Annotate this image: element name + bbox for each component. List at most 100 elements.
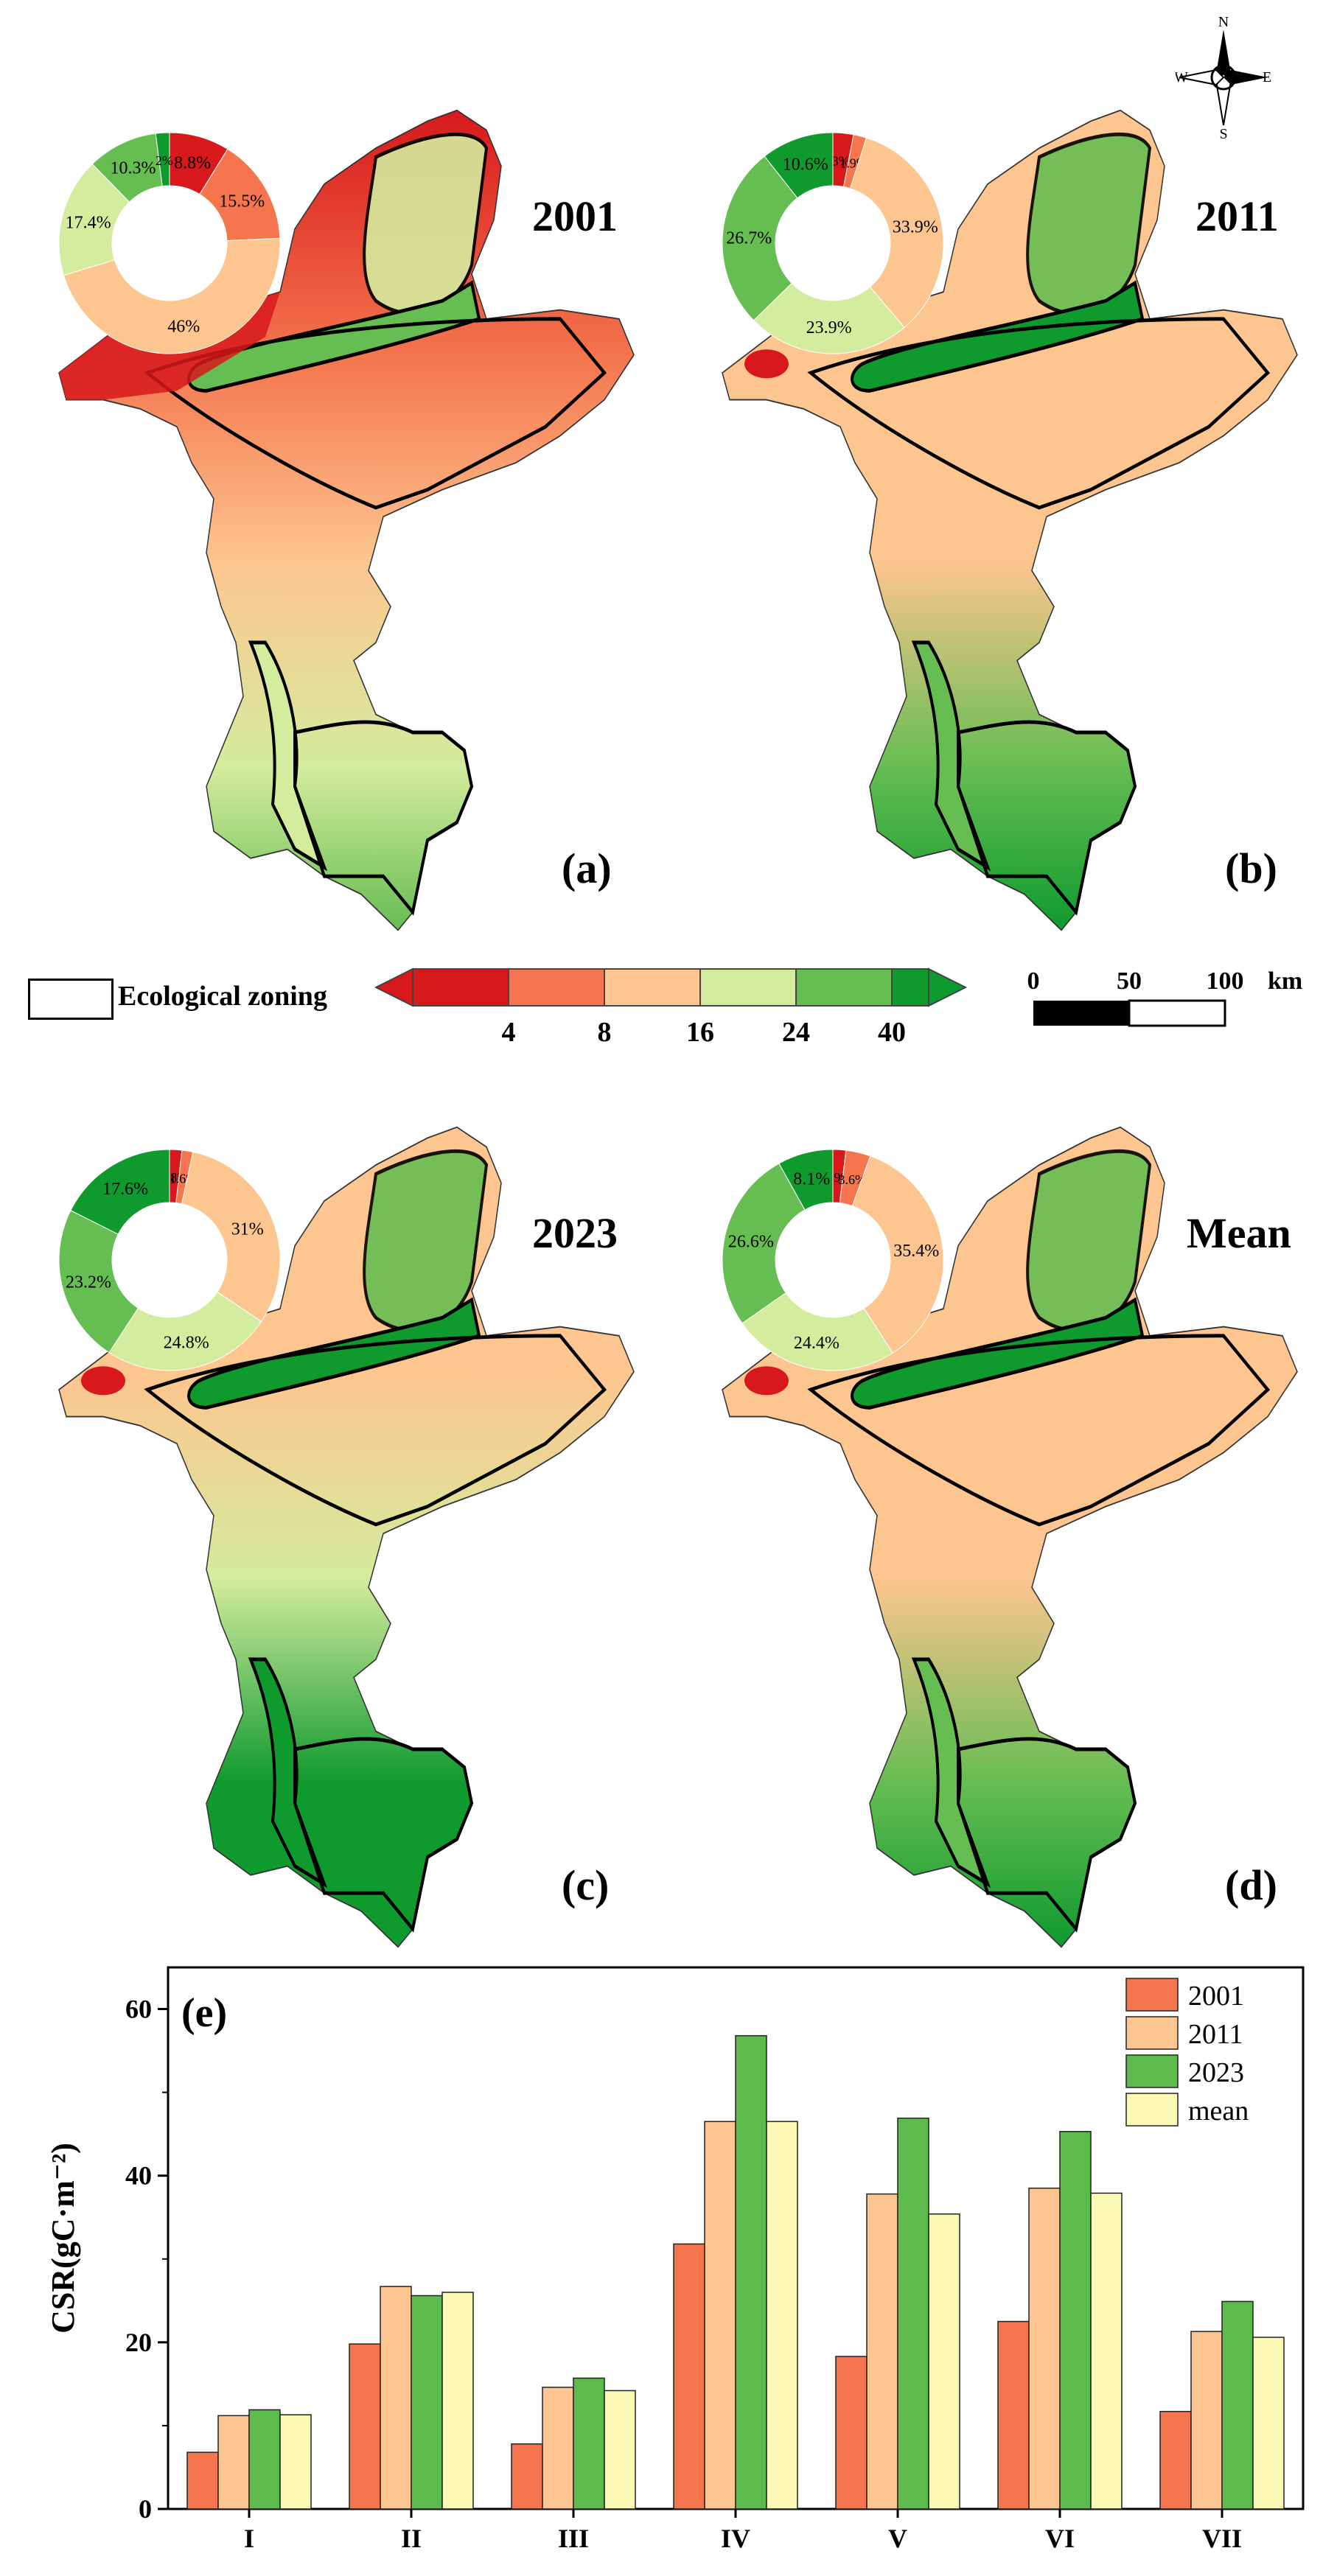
donut-slice-label: 24.8% [164,1334,209,1353]
x-tick-label: I [244,2524,254,2553]
map-panel-a: 2001 (a) 8.8% 15.5% 46% 17.4% 10.3% 2% [0,44,660,951]
legend-label: mean [1188,2096,1249,2127]
region-map [722,109,1298,931]
donut-slice [155,132,170,187]
bar-2011-II [380,2286,412,2510]
x-tick-label: VI [1045,2524,1075,2553]
bar-mean-III [604,2390,636,2510]
scale-50: 50 [1117,967,1142,995]
scale-0: 0 [1027,967,1040,995]
donut-slice-label: 23.9% [806,318,852,337]
year-label: 2001 [532,192,618,240]
year-label: 2023 [532,1209,618,1257]
zoning-swatch [28,979,114,1020]
bar-2023-IV [735,2034,767,2510]
break-4: 4 [502,1017,516,1048]
donut-slice-label: 8.8% [174,153,211,172]
break-16: 16 [686,1017,714,1048]
donut-slice-label: 15.5% [219,192,265,211]
donut-slice-label: 24.4% [794,1334,839,1353]
year-label: Mean [1187,1209,1291,1257]
bar-2023-VII [1221,2300,1254,2510]
panel-label: (b) [1225,844,1277,892]
bar-2023-I [248,2409,281,2510]
y-tick-label: 40 [125,2161,152,2191]
y-tick-label: 0 [139,2494,152,2524]
bar-2023-III [573,2377,605,2510]
map-panel-b: 2011 (b) 3% 1.9% 33.9% 23.9% 26.7% 10.6% [663,44,1323,951]
bar-mean-II [441,2292,474,2510]
x-tick-label: VII [1202,2524,1242,2553]
break-8: 8 [598,1017,612,1048]
panel-label: (a) [562,844,612,892]
map-panel-c: 2023 (c) 1.8% 1.6% 31% 24.8% 23.2% 17.6% [0,1061,660,1967]
bar-2001-VI [997,2320,1030,2510]
x-tick-label: II [401,2524,422,2553]
donut-slice [63,237,281,354]
break-24: 24 [782,1017,810,1048]
bar-2011-I [217,2415,250,2510]
x-tick-label: V [888,2524,907,2553]
bar-mean-V [928,2213,960,2510]
scale-bar: 0 50 100 km [1027,967,1302,1027]
donut-slice [58,1210,139,1354]
x-tick-label: IV [721,2524,750,2553]
bar-2001-IV [673,2243,705,2510]
bar-2023-VI [1059,2131,1092,2510]
region-map [722,1126,1298,1948]
donut-slice-label: 3% [832,154,850,169]
donut-slice [764,132,834,199]
region-map [58,1126,635,1948]
compass-n: N [1218,15,1229,30]
donut-slice-label: 10.3% [110,158,156,178]
donut-slice [181,1151,281,1323]
bar-2011-IV [704,2121,736,2510]
donut-slice-label: 46% [167,317,200,336]
legend-swatch [1125,1978,1179,2012]
bar-2001-III [511,2443,543,2510]
bar-2023-V [897,2117,929,2510]
bar-mean-IV [766,2121,798,2510]
legend-row: Ecological zoning 4 8 16 24 40 0 50 100 … [0,958,1323,1054]
donut-slice-label: 2% [156,153,173,168]
donut-chart: 1.8%1.6%31%24.8%23.2%17.6% [58,1149,281,1371]
x-tick-label: III [558,2524,589,2553]
donut-slice [851,1155,944,1354]
donut-slice-label: 31% [231,1219,264,1239]
scale-unit: km [1268,967,1302,995]
zoning-label: Ecological zoning [118,981,327,1012]
donut-slice [850,137,944,329]
bar-2011-III [542,2387,574,2510]
donut-slice-label: 35.4% [893,1242,939,1261]
donut-slice-label: 8.1% [793,1170,830,1189]
donut-slice-label: 17.6% [102,1180,148,1199]
legend-label: 2023 [1188,2057,1244,2088]
year-label: 2011 [1195,192,1279,240]
bar-chart-panel: 0 20 40 60 CSR(gC·m⁻²) (e) I II III IV V VI VII 2001 2… [0,1945,1323,2572]
donut-slice-label: 26.7% [726,228,772,248]
bar-mean-I [279,2414,312,2510]
donut-slice [70,1149,170,1235]
legend-label: 2011 [1188,2019,1243,2050]
panel-label: (d) [1225,1861,1277,1909]
y-axis-label: CSR(gC·m⁻²) [45,2143,81,2334]
donut-slice [722,1163,806,1324]
compass-s: S [1219,126,1227,140]
donut-slice-label: 17.4% [66,214,111,233]
bar-2011-V [866,2193,898,2510]
donut-slice [58,163,130,276]
bar-2001-V [835,2356,868,2510]
donut-slice-label: 26.6% [728,1232,774,1251]
chart-panel-label: (e) [181,1990,227,2036]
y-tick-label: 20 [125,2328,152,2357]
bar-2001-II [349,2343,381,2510]
donut-slice [722,155,798,321]
donut-slice [741,1292,893,1371]
color-ramp: 4 8 16 24 40 [374,967,968,1048]
donut-slice-label: 3.6% [839,1172,867,1187]
legend-swatch [1125,2054,1179,2088]
break-40: 40 [878,1017,906,1048]
donut-slice-label: 33.9% [893,218,938,237]
donut-slice [108,1291,262,1371]
